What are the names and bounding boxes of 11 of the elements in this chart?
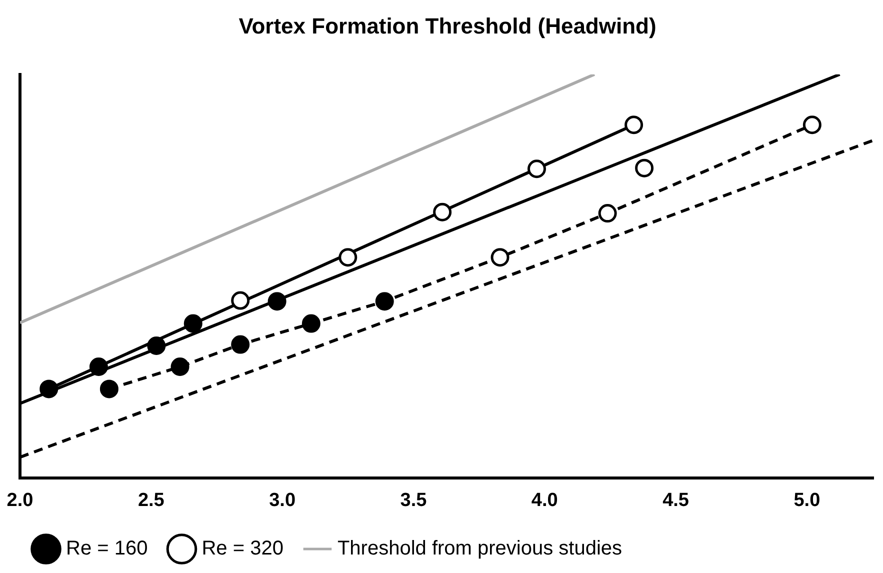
legend-label: Threshold from previous studies <box>337 538 622 560</box>
x-tick-label: 4.5 <box>662 490 690 511</box>
x-tick-label: 5.0 <box>794 490 820 511</box>
x-tick-label: 4.0 <box>531 490 558 511</box>
x-tick-label: 2.0 <box>6 490 34 511</box>
x-tick-label: 3.0 <box>269 490 296 511</box>
x-tick-label: 2.5 <box>138 490 165 511</box>
legend-label: Re = 320 <box>202 538 284 560</box>
legend-label: Re = 160 <box>66 538 148 560</box>
chart-title: Vortex Formation Threshold (Headwind) <box>238 13 656 38</box>
x-tick-label: 3.5 <box>400 490 428 511</box>
